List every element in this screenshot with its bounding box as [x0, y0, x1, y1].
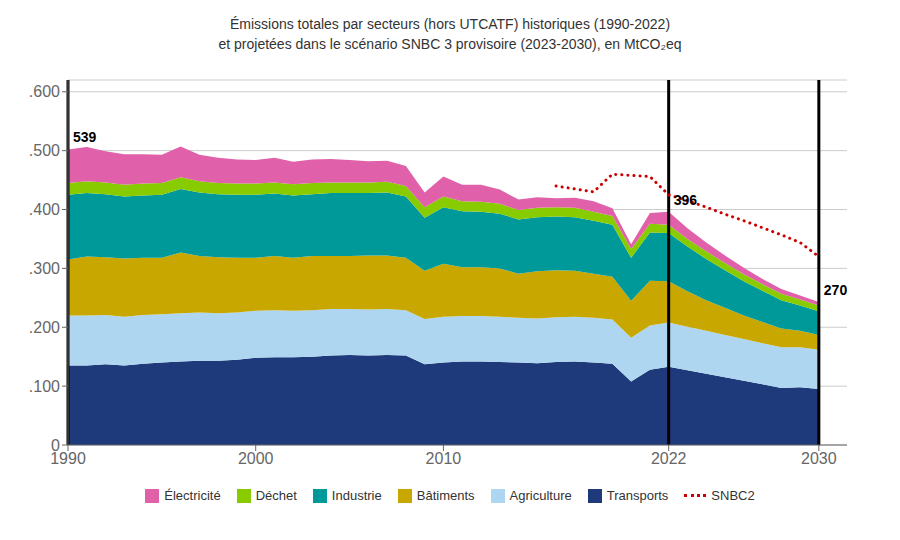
svg-text:0: 0 — [51, 437, 60, 454]
svg-text:.400: .400 — [29, 201, 60, 218]
html-text:Électricité: Électricité — [164, 488, 221, 503]
html-text:Bâtiments: Bâtiments — [416, 488, 475, 503]
svg-text:.300: .300 — [29, 260, 60, 277]
html-text:Émissions totales par secteurs: Émissions totales par secteurs (hors UTC… — [229, 16, 671, 32]
svg-text:1990: 1990 — [50, 450, 86, 468]
svg-text:270: 270 — [824, 282, 848, 298]
svg-text:2022: 2022 — [651, 450, 687, 467]
html-text:Déchet: Déchet — [255, 488, 297, 503]
svg-text:2030: 2030 — [801, 450, 837, 467]
svg-text:2000: 2000 — [238, 450, 274, 467]
svg-text:.200: .200 — [29, 319, 60, 336]
html-text:et projetées dans le scénario: et projetées dans le scénario SNBC 3 pro… — [218, 36, 682, 52]
svg-text:539: 539 — [73, 129, 97, 145]
svg-text:.600: .600 — [29, 83, 60, 100]
html-text:Transports: Transports — [606, 488, 669, 503]
svg-text:2010: 2010 — [426, 450, 462, 467]
html-text:SNBC2: SNBC2 — [711, 488, 755, 503]
svg-text:.100: .100 — [29, 378, 60, 395]
svg-text:.500: .500 — [29, 142, 60, 159]
html-text:Industrie: Industrie — [331, 488, 382, 503]
svg-text:396: 396 — [674, 192, 698, 208]
html-text:Agriculture: Agriculture — [509, 488, 572, 503]
